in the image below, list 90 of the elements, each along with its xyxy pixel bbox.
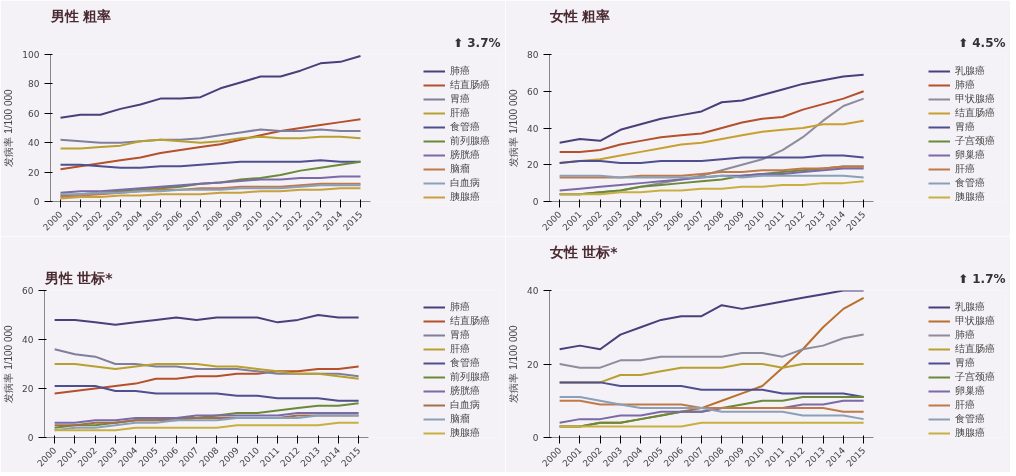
- legend-label: 甲状腺癌: [955, 92, 995, 106]
- y-tick-label: 0: [532, 433, 539, 443]
- line-series: [558, 290, 865, 351]
- text: 肺癌: [450, 300, 470, 314]
- legend-label: 胰腺癌: [450, 190, 480, 203]
- legend-label: 肝癌: [955, 162, 975, 176]
- text: ⬆ 1.7%: [957, 271, 1006, 286]
- line-series: [59, 135, 362, 150]
- y-tick-label: 40: [527, 286, 539, 296]
- legend-label: 肺癌: [450, 64, 470, 78]
- line-series: [53, 365, 360, 395]
- y-tick-label: 20: [28, 167, 40, 178]
- legend-label: 胰腺癌: [450, 426, 480, 439]
- legend-label: 食管癌: [955, 412, 985, 426]
- legend-label: 胃癌: [450, 92, 470, 106]
- y-axis-title: 发病率 1/100 000: [508, 324, 520, 403]
- legend-label: 甲状腺癌: [955, 314, 995, 328]
- text: ⬆ 4.5%: [957, 35, 1006, 50]
- line-series: [558, 333, 865, 369]
- line-series: [558, 154, 865, 164]
- legend-label: 白血病: [450, 398, 480, 412]
- chart-title: 男性 粗率: [49, 7, 112, 24]
- legend-label: 食管癌: [450, 356, 480, 370]
- chart-title: 女性 粗率: [548, 7, 611, 24]
- y-tick-label: 60: [527, 86, 539, 97]
- text: 乳腺癌: [955, 300, 985, 314]
- legend-label: 膀胱癌: [450, 148, 480, 162]
- chart-title: 女性 世标*: [548, 243, 619, 260]
- legend-label: 肝癌: [450, 342, 470, 356]
- line-series: [59, 175, 362, 194]
- y-axis-title: 发病率 1/100 000: [508, 88, 520, 167]
- legend-label: 膀胱癌: [450, 384, 480, 398]
- legend-label: 前列腺癌: [450, 370, 490, 384]
- y-axis-title: 发病率 1/100 000: [3, 324, 15, 403]
- y-tick-label: 40: [527, 123, 539, 134]
- legend-label: 子宫颈癌: [955, 134, 995, 148]
- y-tick-label: 60: [22, 286, 34, 296]
- legend-label: 结直肠癌: [955, 106, 995, 120]
- legend-label: 卵巢癌: [955, 148, 985, 162]
- line-series: [53, 314, 360, 326]
- line-series: [558, 90, 865, 153]
- line-series: [558, 73, 865, 144]
- y-tick-label: 60: [28, 108, 40, 119]
- legend-label: 胰腺癌: [955, 190, 985, 203]
- legend-label: 结直肠癌: [450, 314, 490, 328]
- text: ⬆ 3.7%: [452, 35, 501, 50]
- line-series: [59, 159, 362, 169]
- line-series: [53, 421, 360, 432]
- legend-label: 胃癌: [955, 356, 975, 370]
- legend-label: 卵巢癌: [955, 384, 985, 398]
- legend-label: 肺癌: [955, 78, 975, 92]
- legend-label: 胰腺癌: [955, 426, 985, 439]
- line-series: [53, 348, 360, 378]
- legend-label: 脑瘤: [450, 412, 470, 426]
- legend-label: 结直肠癌: [450, 78, 490, 92]
- legend-label: 前列腺癌: [450, 134, 490, 148]
- y-tick-label: 0: [27, 433, 34, 443]
- line-series: [59, 118, 362, 171]
- line-series: [53, 385, 360, 402]
- y-tick-label: 0: [33, 197, 40, 207]
- y-tick-label: 20: [22, 384, 34, 394]
- legend-label: 胃癌: [955, 120, 975, 134]
- y-tick-label: 100: [22, 50, 40, 60]
- line-series: [59, 128, 362, 144]
- y-tick-label: 20: [527, 160, 539, 171]
- legend-label: 肝癌: [450, 106, 470, 120]
- legend-label: 食管癌: [955, 176, 985, 190]
- legend-label: 食管癌: [450, 120, 480, 134]
- legend-label: 乳腺癌: [955, 64, 985, 78]
- line-series: [558, 165, 865, 179]
- legend-label: 肝癌: [955, 398, 975, 412]
- y-tick-label: 0: [532, 197, 539, 207]
- legend-label: 胃癌: [450, 328, 470, 342]
- line-series: [59, 54, 362, 119]
- legend-label: 结直肠癌: [955, 342, 995, 356]
- y-tick-label: 40: [22, 335, 34, 345]
- legend-label: 子宫颈癌: [955, 370, 995, 384]
- y-axis-title: 发病率 1/100 000: [3, 88, 15, 167]
- line-series: [558, 399, 865, 413]
- legend-label: 白血病: [450, 176, 480, 190]
- legend-label: 肺癌: [955, 328, 975, 342]
- y-tick-label: 80: [527, 50, 539, 60]
- line-series: [558, 180, 865, 196]
- chart-title: 男性 世标*: [43, 269, 114, 286]
- line-series: [59, 187, 362, 200]
- y-tick-label: 40: [28, 138, 40, 149]
- y-tick-label: 20: [527, 359, 539, 370]
- line-series: [53, 363, 360, 380]
- y-tick-label: 80: [28, 79, 40, 90]
- legend-label: 脑瘤: [450, 162, 470, 176]
